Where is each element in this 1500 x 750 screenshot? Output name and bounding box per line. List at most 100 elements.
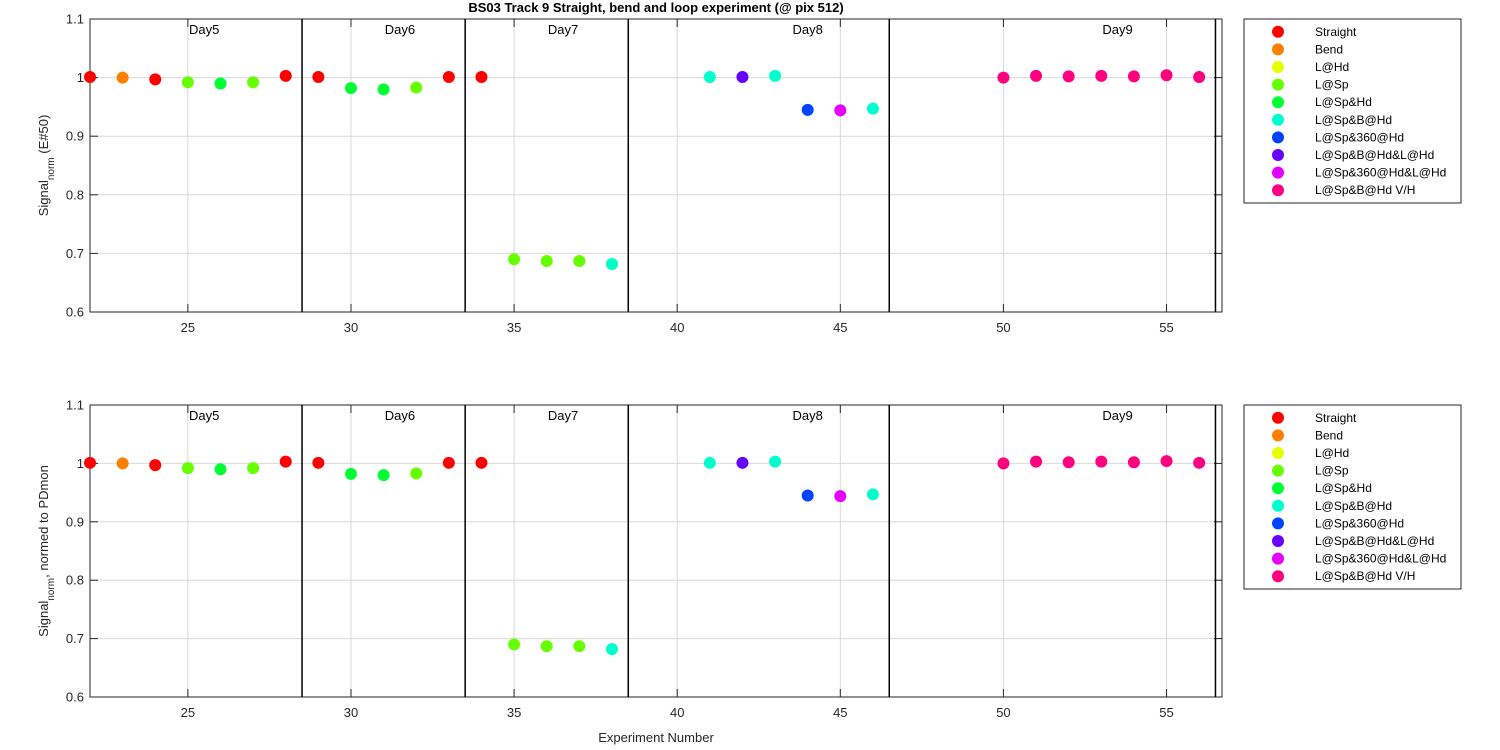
- day-label: Day7: [548, 22, 578, 37]
- data-point: [769, 69, 782, 82]
- data-point: [377, 83, 390, 96]
- data-point: [279, 69, 292, 82]
- data-point: [1193, 456, 1206, 469]
- legend-label: L@Sp: [1315, 464, 1349, 478]
- data-point: [84, 71, 96, 84]
- x-tick-label: 35: [507, 320, 521, 335]
- x-tick-label: 25: [181, 320, 195, 335]
- legend-label: L@Sp&360@Hd&L@Hd: [1315, 552, 1446, 566]
- data-point: [1160, 455, 1173, 468]
- data-point: [116, 457, 129, 470]
- day-label: Day9: [1102, 408, 1132, 423]
- y-tick-label: 0.9: [66, 129, 84, 144]
- legend-label: L@Sp&B@Hd&L@Hd: [1315, 148, 1434, 162]
- legend-item: Straight: [1272, 411, 1357, 425]
- legend-marker: [1272, 43, 1284, 56]
- legend-marker: [1272, 61, 1284, 73]
- legend-item: L@Sp&360@Hd&L@Hd: [1272, 552, 1446, 566]
- data-point: [736, 71, 749, 84]
- data-point: [84, 456, 96, 469]
- y-tick-label: 0.7: [66, 631, 84, 646]
- data-point: [605, 643, 618, 656]
- legend-marker: [1272, 429, 1284, 442]
- legend-label: L@Sp&Hd: [1315, 95, 1372, 109]
- legend-label: L@Sp: [1315, 78, 1349, 92]
- legend-label: L@Sp&B@Hd: [1315, 499, 1392, 513]
- day-label: Day6: [385, 22, 415, 37]
- y-axis-label: Signalnorm (E#50): [36, 115, 57, 217]
- data-point: [247, 76, 260, 89]
- legend-item: L@Sp&Hd: [1272, 481, 1372, 495]
- data-point: [181, 76, 194, 89]
- legend-item: Straight: [1272, 25, 1357, 39]
- axes-box: [89, 404, 1223, 698]
- data-point: [703, 71, 716, 84]
- legend-item: L@Hd: [1272, 446, 1349, 460]
- legend-item: L@Sp: [1272, 464, 1349, 478]
- data-point: [1030, 69, 1043, 82]
- data-point: [834, 490, 847, 503]
- data-point: [475, 456, 488, 469]
- legend-marker: [1272, 25, 1284, 38]
- legend-marker: [1272, 131, 1284, 144]
- y-axis-label-subscript: norm: [46, 157, 57, 180]
- data-point: [344, 467, 357, 480]
- axes-box: [89, 18, 1223, 313]
- data-point: [1193, 71, 1206, 84]
- data-point: [1160, 69, 1173, 82]
- legend-item: L@Sp&Hd: [1272, 95, 1372, 109]
- x-tick-label: 30: [344, 320, 358, 335]
- data-point: [312, 456, 325, 469]
- legend-label: Bend: [1315, 42, 1343, 56]
- legend-label: L@Sp&B@Hd V/H: [1315, 569, 1415, 583]
- data-point: [573, 255, 586, 268]
- data-point: [997, 71, 1010, 84]
- legend-item: L@Sp&B@Hd&L@Hd: [1272, 148, 1434, 162]
- y-tick-label: 0.6: [66, 305, 84, 320]
- y-tick-label: 1: [77, 70, 84, 85]
- x-tick-label: 35: [507, 705, 521, 720]
- y-tick-label: 1: [77, 456, 84, 471]
- legend-label: L@Sp&360@Hd: [1315, 130, 1404, 144]
- x-tick-label: 45: [833, 705, 847, 720]
- data-point: [1095, 69, 1108, 82]
- data-point: [442, 71, 455, 84]
- data-point: [834, 104, 847, 117]
- data-point: [181, 462, 194, 475]
- data-point: [801, 103, 814, 116]
- x-tick-label: 55: [1159, 705, 1173, 720]
- legend-marker: [1272, 552, 1284, 565]
- legend-label: L@Sp&360@Hd: [1315, 516, 1404, 530]
- y-tick-label: 0.8: [66, 573, 84, 588]
- legend-marker: [1272, 482, 1284, 495]
- day-label: Day9: [1102, 22, 1132, 37]
- legend-label: L@Sp&B@Hd: [1315, 113, 1392, 127]
- y-axis-label-suffix: (E#50): [36, 115, 51, 158]
- legend-item: L@Sp&B@Hd V/H: [1272, 183, 1415, 197]
- day-label: Day6: [385, 408, 415, 423]
- legend: Straight Bend L@Hd L@Sp L@Sp&Hd L@Sp&B@Hd L@Sp…: [1243, 404, 1462, 590]
- data-point: [1062, 456, 1075, 469]
- legend-marker: [1272, 570, 1284, 583]
- legend-label: L@Sp&B@Hd&L@Hd: [1315, 534, 1434, 548]
- legend-marker: [1272, 149, 1284, 161]
- data-point: [997, 457, 1010, 470]
- y-axis-label-suffix: , normed to PDmon: [36, 465, 51, 578]
- data-point: [149, 73, 162, 86]
- x-tick-label: 30: [344, 705, 358, 720]
- legend-item: L@Sp&360@Hd&L@Hd: [1272, 166, 1446, 180]
- x-axis-label: Experiment Number: [598, 730, 714, 745]
- legend-label: L@Sp&360@Hd&L@Hd: [1315, 166, 1446, 180]
- data-point: [377, 469, 390, 482]
- data-point: [769, 455, 782, 468]
- data-point: [508, 253, 521, 266]
- figure-title: BS03 Track 9 Straight, bend and loop exp…: [468, 0, 843, 15]
- y-tick-label: 0.7: [66, 246, 84, 261]
- legend-marker: [1272, 464, 1284, 477]
- legend-marker: [1272, 184, 1284, 197]
- legend-label: L@Sp&Hd: [1315, 481, 1372, 495]
- x-tick-label: 45: [833, 320, 847, 335]
- data-point: [1030, 455, 1043, 468]
- x-tick-label: 50: [996, 320, 1010, 335]
